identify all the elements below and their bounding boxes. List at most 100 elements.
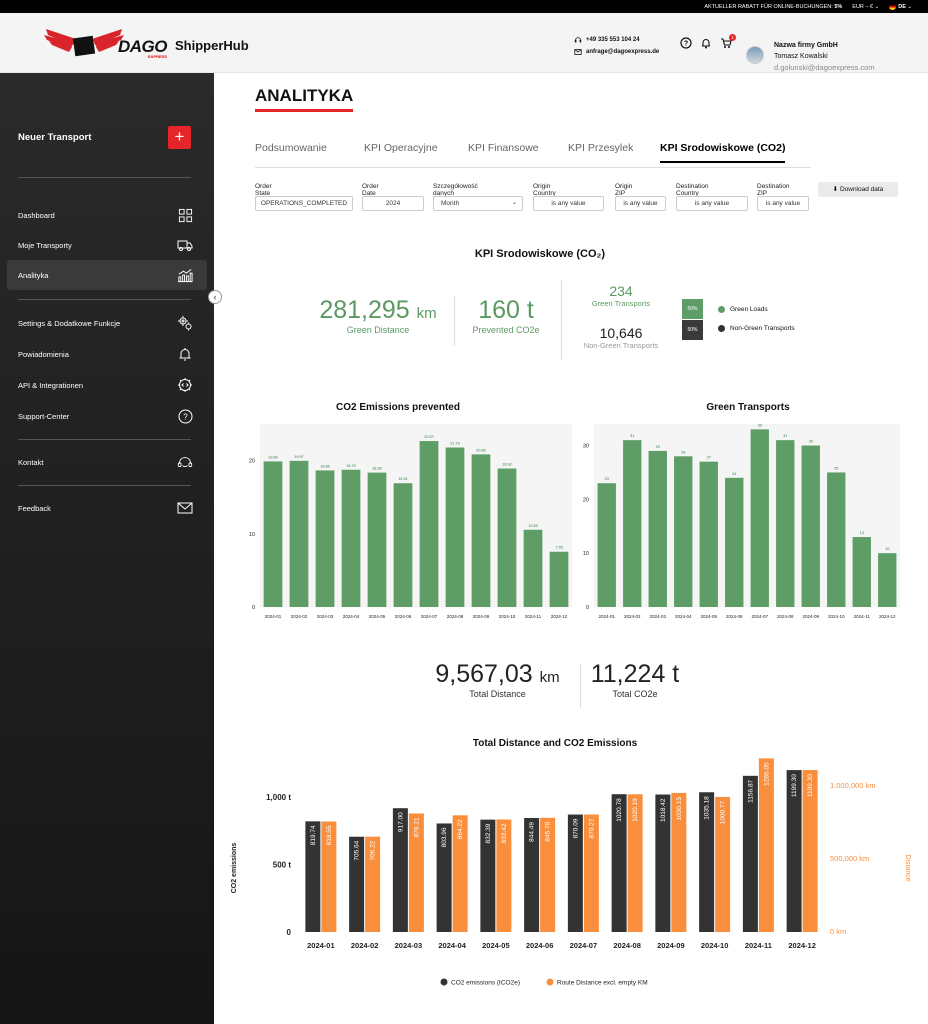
legend-nongreen: Non-Green Transports xyxy=(718,325,795,332)
kpi-value: 281,295 km xyxy=(319,296,437,324)
tab-summary[interactable]: Podsumowanie xyxy=(255,142,327,154)
sidebar-item-contact[interactable]: Kontakt xyxy=(7,447,207,477)
sidebar: Neuer Transport + Dashboard Moje Transpo… xyxy=(0,73,214,1024)
legend-dot xyxy=(718,325,725,332)
sidebar-item-support[interactable]: Support-Center ? xyxy=(7,401,207,431)
download-data-button[interactable]: ⬇ Download data xyxy=(818,182,898,197)
sidebar-item-settings[interactable]: Settings & Dodatkowe Funkcje xyxy=(7,308,207,338)
sidebar-item-label: Settings & Dodatkowe Funkcje xyxy=(18,318,121,328)
bar xyxy=(393,483,413,607)
bar xyxy=(497,468,517,607)
logo-subtext: EXPRESS xyxy=(148,54,167,59)
x-tick-label: 2024-08 xyxy=(447,614,464,619)
bar xyxy=(471,454,491,607)
filter-label: Origin ZIP xyxy=(615,183,633,197)
promo-bar: AKTUELLER RABATT FÜR ONLINE-BUCHUNGEN: 5… xyxy=(0,0,928,13)
divider xyxy=(561,280,562,360)
granularity-select[interactable]: Month ⌄ xyxy=(433,196,523,211)
origin-country-input[interactable]: is any value xyxy=(533,196,604,211)
order-state-input[interactable]: OPERATIONS_COMPLETED xyxy=(255,196,353,211)
bar-value-label: 21.79 xyxy=(450,441,460,445)
filter-origin-country: Origin Country is any value xyxy=(533,183,604,211)
co2-bar-label: 705.64 xyxy=(354,840,361,860)
mail-small-icon xyxy=(574,49,582,55)
filter-origin-zip: Origin ZIP is any value xyxy=(615,183,666,211)
distance-bar xyxy=(627,794,643,932)
bar-value-label: 19.89 xyxy=(268,455,278,459)
co2-bar xyxy=(480,819,496,932)
cart-icon[interactable]: 1 xyxy=(720,34,736,49)
bar xyxy=(725,477,744,607)
filter-label: Destination Country xyxy=(676,183,709,197)
x-tick-label: 2024-05 xyxy=(369,614,386,619)
distance-bar-label: 1286.05 xyxy=(763,762,770,786)
x-tick-label: 2024-05 xyxy=(700,614,717,619)
bar xyxy=(750,429,769,607)
sidebar-item-feedback[interactable]: Feedback xyxy=(7,493,207,523)
tab-kpi-environmental[interactable]: KPI Srodowiskowe (CO2) xyxy=(660,142,786,163)
cart-badge: 1 xyxy=(729,34,736,41)
destination-zip-input[interactable]: is any value xyxy=(757,196,809,211)
sidebar-item-api[interactable]: API & Integrationen xyxy=(7,370,207,400)
tab-kpi-operational[interactable]: KPI Operacyjne xyxy=(364,142,438,154)
headset-icon xyxy=(177,454,193,470)
origin-zip-input[interactable]: is any value xyxy=(615,196,666,211)
co2-bar-label: 1035.18 xyxy=(704,796,711,820)
x-tick-label: 2024-09 xyxy=(802,614,819,619)
y-tick-label: 30 xyxy=(583,444,589,450)
download-icon: ⬇ xyxy=(832,186,839,193)
avatar[interactable] xyxy=(746,46,764,64)
co2-bar xyxy=(524,817,540,932)
order-date-input[interactable]: 2024 xyxy=(362,196,424,211)
distance-bar xyxy=(671,792,687,932)
sidebar-item-analytics[interactable]: Analityka xyxy=(7,260,207,290)
destination-country-input[interactable]: is any value xyxy=(676,196,748,211)
sidebar-item-dashboard[interactable]: Dashboard xyxy=(7,200,207,230)
sidebar-item-transports[interactable]: Moje Transporty xyxy=(7,230,207,260)
collapse-sidebar-button[interactable]: ‹ xyxy=(208,290,222,304)
email-link[interactable]: anfrage@dagoexpress.de xyxy=(574,46,659,58)
tab-kpi-shipments[interactable]: KPI Przesylek xyxy=(568,142,634,154)
gears-icon xyxy=(177,315,193,331)
distance-bar-label: 1000.77 xyxy=(720,801,727,825)
bar xyxy=(419,441,439,607)
legend-dot xyxy=(440,978,448,986)
bar xyxy=(367,472,387,607)
y-tick-label: 1,000 t xyxy=(266,793,291,802)
co2-bar xyxy=(742,775,758,932)
bell-icon[interactable] xyxy=(700,37,712,49)
currency-select[interactable]: EUR – € ⌄ xyxy=(852,3,880,10)
logo-wings-icon[interactable] xyxy=(44,23,174,63)
kpi-label: Green Transports xyxy=(591,299,651,308)
total-co2-kpi: 11,224 t Total CO2e xyxy=(585,660,685,699)
co2-bar xyxy=(786,770,802,932)
tab-bar: Podsumowanie KPI Operacyjne KPI Finansow… xyxy=(255,140,811,168)
total-distance-kpi: 9,567,03 km Total Distance xyxy=(420,660,575,699)
x-tick-label: 2024-01 xyxy=(598,614,615,619)
x-tick-label: 2024-11 xyxy=(854,614,871,619)
bar-value-label: 24 xyxy=(732,472,736,476)
svg-text:?: ? xyxy=(183,412,188,421)
green-distance-kpi: 281,295 km Green Distance xyxy=(308,296,448,335)
co2-bar-label: 819.74 xyxy=(310,825,317,845)
chart-title-green-transports: Green Transports xyxy=(706,402,790,413)
chart-title-distance-co2: Total Distance and CO2 Emissions xyxy=(472,738,638,749)
user-info[interactable]: Nazwa firmy GmbH Tomasz Kowalski d.golun… xyxy=(774,40,875,73)
user-name: Tomasz Kowalski xyxy=(774,53,828,60)
language-select[interactable]: DE ⌄ xyxy=(889,3,912,10)
kpi-label: Prevented CO2e xyxy=(472,325,540,335)
sidebar-item-notifications[interactable]: Powiadomienia xyxy=(7,339,207,369)
filter-granularity: Szczegółowość danych Month ⌄ xyxy=(433,183,523,211)
co2-bar-label: 1156.87 xyxy=(747,779,754,802)
distance-bar xyxy=(540,817,556,932)
phone-link[interactable]: +49 335 553 104 24 xyxy=(574,34,659,46)
flag-de-icon xyxy=(889,3,897,10)
tab-kpi-financial[interactable]: KPI Finansowe xyxy=(468,142,539,154)
bell-icon xyxy=(177,346,193,362)
new-transport-button[interactable]: + xyxy=(168,126,191,149)
help-icon[interactable]: ? xyxy=(680,37,692,49)
headset-small-icon xyxy=(574,37,582,43)
chart-title-co2-prevented: CO2 Emissions prevented xyxy=(336,402,460,413)
legend-dot xyxy=(546,978,554,986)
co2-bar-label: 844.49 xyxy=(529,822,536,842)
